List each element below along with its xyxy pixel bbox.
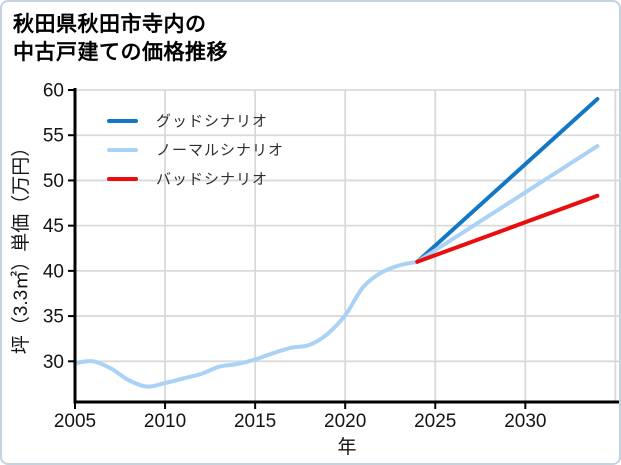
y-tick-label: 55 — [43, 126, 64, 147]
x-tick-label: 2005 — [54, 411, 96, 432]
series-line-normal-scenario — [415, 144, 600, 264]
y-tick-label: 45 — [43, 216, 64, 237]
x-tick-label: 2020 — [324, 411, 366, 432]
legend-label-good: グッドシナリオ — [156, 113, 269, 130]
y-tick-label: 50 — [43, 171, 64, 192]
y-tick-label: 30 — [43, 352, 64, 373]
series-line-bad-scenario — [415, 193, 600, 264]
x-tick-label: 2015 — [234, 411, 276, 432]
legend: グッドシナリオ ノーマルシナリオ バッドシナリオ — [107, 106, 284, 193]
chart-title-line1: 秋田県秋田市寺内の — [13, 13, 207, 36]
y-tick-label: 40 — [43, 261, 64, 282]
x-tick-label: 2025 — [414, 411, 456, 432]
legend-label-normal: ノーマルシナリオ — [156, 142, 285, 159]
series-line-good-scenario — [415, 97, 600, 264]
y-tick-label: 60 — [43, 81, 64, 102]
x-axis-label: 年 — [337, 436, 356, 458]
chart-title: 秋田県秋田市寺内の 中古戸建ての価格推移 — [13, 11, 228, 67]
legend-item-good-scenario: グッドシナリオ — [107, 106, 284, 135]
legend-item-normal-scenario: ノーマルシナリオ — [107, 135, 284, 164]
x-tick-label: 2010 — [144, 411, 186, 432]
x-tick-label: 2030 — [504, 411, 546, 432]
legend-label-bad: バッドシナリオ — [156, 171, 269, 188]
chart-title-line2: 中古戸建ての価格推移 — [13, 41, 228, 64]
legend-swatch-bad-icon — [107, 176, 138, 181]
legend-swatch-normal-icon — [107, 147, 138, 152]
legend-swatch-good-icon — [107, 118, 138, 123]
y-axis-label: 坪（3.3㎡）単価（万円） — [9, 138, 32, 354]
series-line-price-history — [73, 259, 420, 389]
y-tick-label: 35 — [43, 307, 64, 328]
legend-item-bad-scenario: バッドシナリオ — [107, 164, 284, 193]
